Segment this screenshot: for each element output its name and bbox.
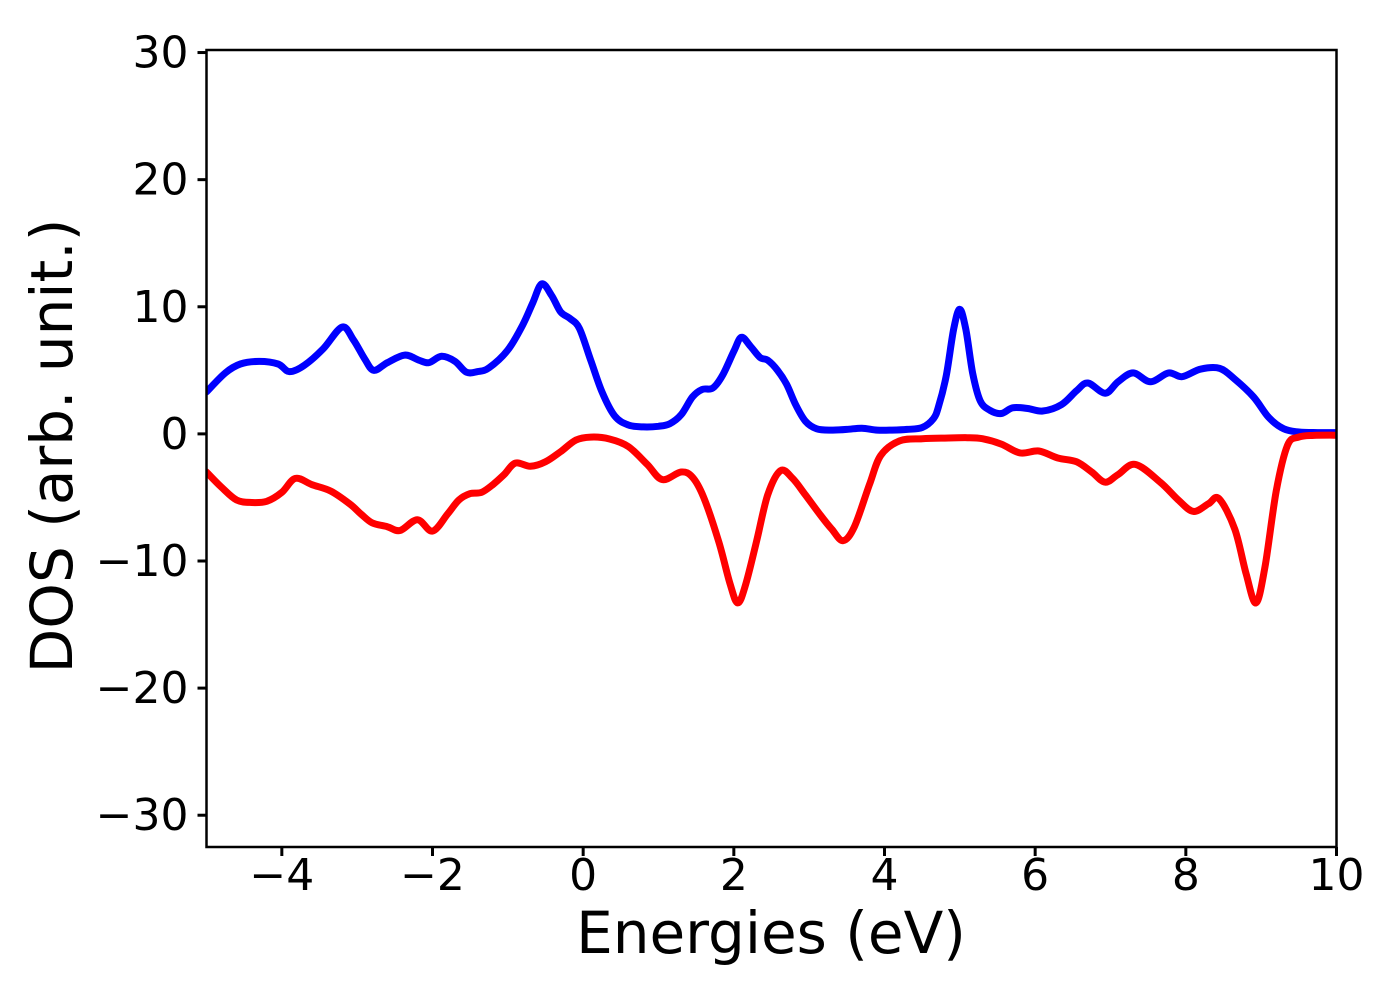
x-tick-label: 2	[720, 850, 748, 901]
x-tick-label: 6	[1021, 850, 1049, 901]
blue-curve	[206, 280, 1337, 437]
plot-border	[205, 48, 1338, 849]
x-axis-label: Energies (eV)	[576, 899, 966, 967]
y-tick-label: −30	[96, 790, 189, 841]
y-tick-label: 10	[133, 282, 189, 333]
y-tick-label: −10	[96, 536, 189, 587]
x-tick-label: −4	[249, 850, 314, 901]
y-tick-label: 20	[133, 155, 189, 206]
y-tick-label: 0	[161, 409, 189, 460]
x-ticks: −4 −2 0 2 4 6 8 10	[249, 847, 1365, 901]
y-tick-label: 30	[133, 28, 189, 79]
y-axis-label: DOS (arb. unit.)	[18, 219, 86, 674]
x-tick-label: −2	[400, 850, 465, 901]
red-curve	[206, 431, 1337, 607]
y-tick-label: −20	[96, 663, 189, 714]
x-tick-label: 0	[569, 850, 597, 901]
x-tick-label: 4	[871, 850, 899, 901]
x-tick-label: 10	[1309, 850, 1365, 901]
y-ticks: −30 −20 −10 0 10 20 30	[96, 28, 207, 841]
x-tick-label: 8	[1172, 850, 1200, 901]
curves	[206, 280, 1337, 607]
axes	[205, 48, 1338, 849]
